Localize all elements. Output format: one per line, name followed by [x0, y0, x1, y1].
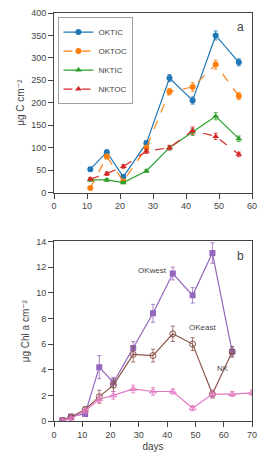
svg-text:μg C cm⁻²: μg C cm⁻²	[15, 79, 26, 126]
svg-text:OKTOC: OKTOC	[98, 47, 127, 56]
svg-text:OKwest: OKwest	[138, 266, 167, 275]
svg-text:8: 8	[41, 314, 46, 324]
svg-text:60: 60	[219, 430, 229, 440]
svg-text:40: 40	[181, 201, 191, 211]
svg-text:12: 12	[36, 262, 46, 272]
svg-text:2: 2	[41, 391, 46, 401]
svg-text:NKTIC: NKTIC	[98, 66, 122, 75]
svg-text:350: 350	[31, 31, 46, 41]
svg-text:50: 50	[214, 201, 224, 211]
svg-text:a: a	[237, 20, 244, 34]
svg-text:6: 6	[41, 339, 46, 349]
svg-text:300: 300	[31, 53, 46, 63]
svg-text:20: 20	[106, 430, 116, 440]
svg-text:b: b	[237, 249, 244, 263]
svg-text:60: 60	[247, 201, 257, 211]
svg-text:50: 50	[190, 430, 200, 440]
svg-text:10: 10	[77, 430, 87, 440]
svg-text:4: 4	[41, 365, 46, 375]
svg-text:150: 150	[31, 120, 46, 130]
svg-text:30: 30	[134, 430, 144, 440]
svg-text:400: 400	[31, 8, 46, 18]
svg-text:14: 14	[36, 237, 46, 247]
svg-text:0: 0	[51, 430, 56, 440]
svg-text:OKTIC: OKTIC	[98, 28, 123, 37]
svg-text:10: 10	[36, 288, 46, 298]
svg-text:OKeast: OKeast	[189, 323, 216, 332]
svg-text:NKTOC: NKTOC	[98, 85, 126, 94]
svg-text:0: 0	[41, 416, 46, 426]
svg-text:μg Chl a cm⁻²: μg Chl a cm⁻²	[20, 299, 31, 362]
svg-text:NK: NK	[217, 364, 229, 373]
svg-text:50: 50	[36, 165, 46, 175]
svg-text:200: 200	[31, 98, 46, 108]
svg-text:250: 250	[31, 75, 46, 85]
svg-text:20: 20	[115, 201, 125, 211]
svg-text:0: 0	[51, 201, 56, 211]
svg-text:0: 0	[41, 188, 46, 198]
svg-text:10: 10	[82, 201, 92, 211]
svg-text:70: 70	[247, 430, 257, 440]
svg-text:100: 100	[31, 143, 46, 153]
svg-text:40: 40	[162, 430, 172, 440]
svg-text:days: days	[142, 441, 163, 452]
svg-text:30: 30	[148, 201, 158, 211]
